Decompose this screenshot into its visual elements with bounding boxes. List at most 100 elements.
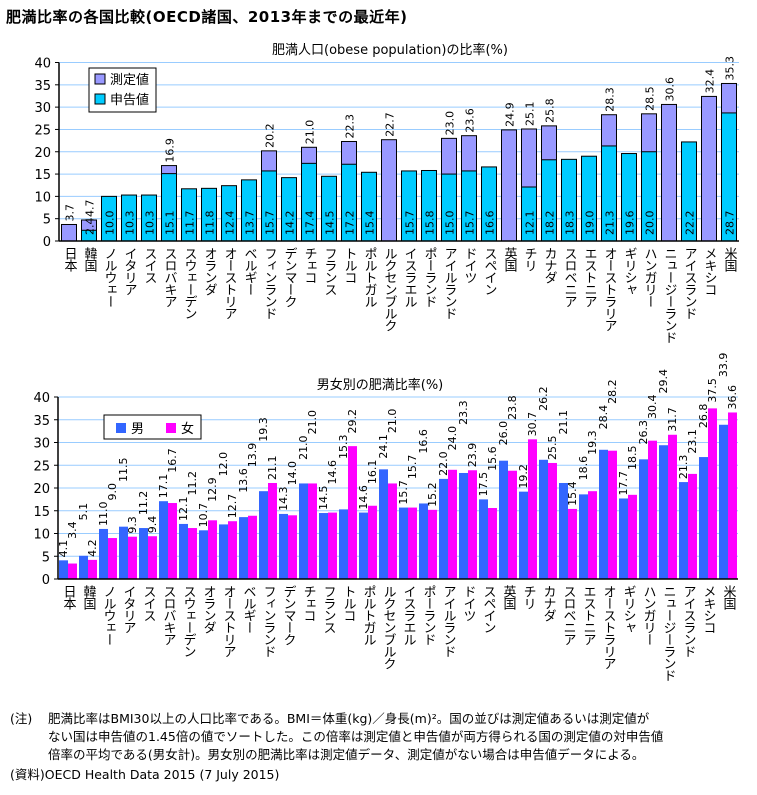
data-label-measured: 24.9 <box>504 102 517 127</box>
category-label: ニュージーランド <box>662 247 677 343</box>
data-label-male: 17.7 <box>617 471 630 496</box>
data-label-female: 24.0 <box>446 426 459 451</box>
data-label-measured: 4.7 <box>84 200 97 218</box>
bar-male <box>419 503 428 579</box>
bar-female <box>268 482 277 579</box>
data-label-female: 29.2 <box>346 409 359 434</box>
footnote-line: ない国は申告値の1.45倍の値でソートした。この倍率は測定値と申告値が両方得られ… <box>48 729 664 744</box>
category-label: ポルトガル <box>362 247 377 307</box>
y-tick-label: 30 <box>33 437 50 452</box>
category-label: フィンランド <box>262 247 277 319</box>
data-label-female: 30.7 <box>526 412 539 437</box>
category-label: イタリア <box>122 247 137 296</box>
bar-female <box>488 508 497 579</box>
category-label: スロバキア <box>161 585 177 646</box>
bar-female <box>308 483 317 579</box>
bar-measured <box>381 139 397 242</box>
category-label: 韓国 <box>81 585 97 610</box>
footnote-line: 肥満比率はBMI30以上の人口比率である。BMI＝体重(kg)／身長(m)²。国… <box>48 711 650 726</box>
data-label-self-reported: 18.3 <box>564 211 577 236</box>
bar-female <box>608 450 617 579</box>
footnote: (注) 肥満比率はBMI30以上の人口比率である。BMI＝体重(kg)／身長(m… <box>10 710 755 764</box>
category-label: 日本 <box>61 585 77 610</box>
category-label: フィンランド <box>261 585 276 657</box>
bar-male <box>499 460 508 579</box>
data-label-male: 5.1 <box>77 503 90 521</box>
bar-male <box>179 523 188 579</box>
category-label: オランダ <box>202 247 217 296</box>
bar-male <box>619 498 628 579</box>
category-label: 韓国 <box>82 247 98 272</box>
data-label-male: 24.1 <box>377 434 390 459</box>
data-label-self-reported: 28.7 <box>724 211 737 236</box>
category-label: スイス <box>142 247 157 284</box>
bar-female <box>188 528 197 579</box>
data-label-self-reported: 17.4 <box>304 211 317 236</box>
category-label: トルコ <box>341 585 356 621</box>
data-label-measured: 3.7 <box>64 204 77 222</box>
data-label-female: 36.6 <box>726 385 739 410</box>
category-label: デンマーク <box>282 247 297 308</box>
data-label-female: 4.2 <box>86 539 99 557</box>
data-label-male: 28.4 <box>597 405 610 430</box>
data-label-measured: 23.0 <box>444 111 457 136</box>
category-label: ニュージーランド <box>661 585 676 681</box>
y-tick-label: 35 <box>33 414 50 429</box>
data-label-male: 19.3 <box>257 417 270 442</box>
category-label: ギリシャ <box>621 585 636 633</box>
category-label: イスラエル <box>402 247 417 307</box>
bar-female <box>708 408 717 579</box>
bar-female <box>688 473 697 579</box>
bar-female <box>728 412 737 579</box>
category-label: オーストリア <box>222 247 237 320</box>
data-label-male: 26.0 <box>497 421 510 446</box>
data-label-measured: 22.7 <box>384 112 397 137</box>
data-label-measured: 35.3 <box>724 56 737 81</box>
bar-male <box>599 449 608 579</box>
bar-male <box>119 526 128 579</box>
data-label-female: 21.0 <box>306 410 319 435</box>
data-label-self-reported: 21.3 <box>604 211 617 236</box>
data-label-male: 13.6 <box>237 468 250 493</box>
bar-male <box>359 512 368 579</box>
data-label-male: 16.6 <box>417 429 430 454</box>
category-label: メキシコ <box>701 585 716 633</box>
data-label-female: 9.3 <box>126 516 139 534</box>
data-label-self-reported: 13.7 <box>244 211 257 236</box>
bar-male <box>219 524 228 579</box>
legend-label: 申告値 <box>110 92 149 108</box>
category-label: ルクセンブルク <box>381 585 397 670</box>
data-label-female: 37.5 <box>706 378 719 403</box>
y-tick-label: 40 <box>34 57 51 72</box>
category-label: スペイン <box>482 247 498 295</box>
bar-male <box>459 472 468 579</box>
legend-swatch <box>94 73 106 85</box>
legend-label: 男 <box>131 422 144 437</box>
data-label-female: 18.5 <box>626 445 639 470</box>
data-label-male: 4.1 <box>57 540 70 558</box>
data-label-self-reported: 10.0 <box>104 211 117 236</box>
data-label-female: 25.5 <box>546 435 559 460</box>
bar-male <box>579 494 588 579</box>
category-label: オーストラリア <box>602 247 617 332</box>
data-label-measured: 22.3 <box>344 114 357 139</box>
legend-swatch <box>94 93 106 105</box>
y-tick-label: 20 <box>34 146 51 161</box>
category-label: アイルランド <box>442 247 457 319</box>
data-label-female: 14.6 <box>326 460 339 485</box>
category-label: カナダ <box>542 247 557 284</box>
category-label: アイスランド <box>682 247 697 319</box>
data-label-measured: 32.4 <box>704 69 717 94</box>
charts: 肥満人口(obese population)の比率(%) 0 5 10 15 20 25 30… <box>33 42 739 681</box>
bar-female <box>468 470 477 579</box>
bar-female <box>68 563 77 579</box>
y-tick-label: 10 <box>34 190 51 205</box>
category-label: メキシコ <box>702 247 717 295</box>
category-label: スウェーデン <box>182 247 197 319</box>
bar-female <box>348 446 357 579</box>
data-label-female: 15.4 <box>566 481 579 506</box>
footnote-line: 倍率の平均である(男女計)。男女別の肥満比率は測定値データ、測定値がない場合は申… <box>48 747 645 762</box>
bar-male <box>379 469 388 579</box>
data-label-self-reported: 15.7 <box>464 211 477 236</box>
chart-title: 男女別の肥満比率(%) <box>317 377 444 393</box>
